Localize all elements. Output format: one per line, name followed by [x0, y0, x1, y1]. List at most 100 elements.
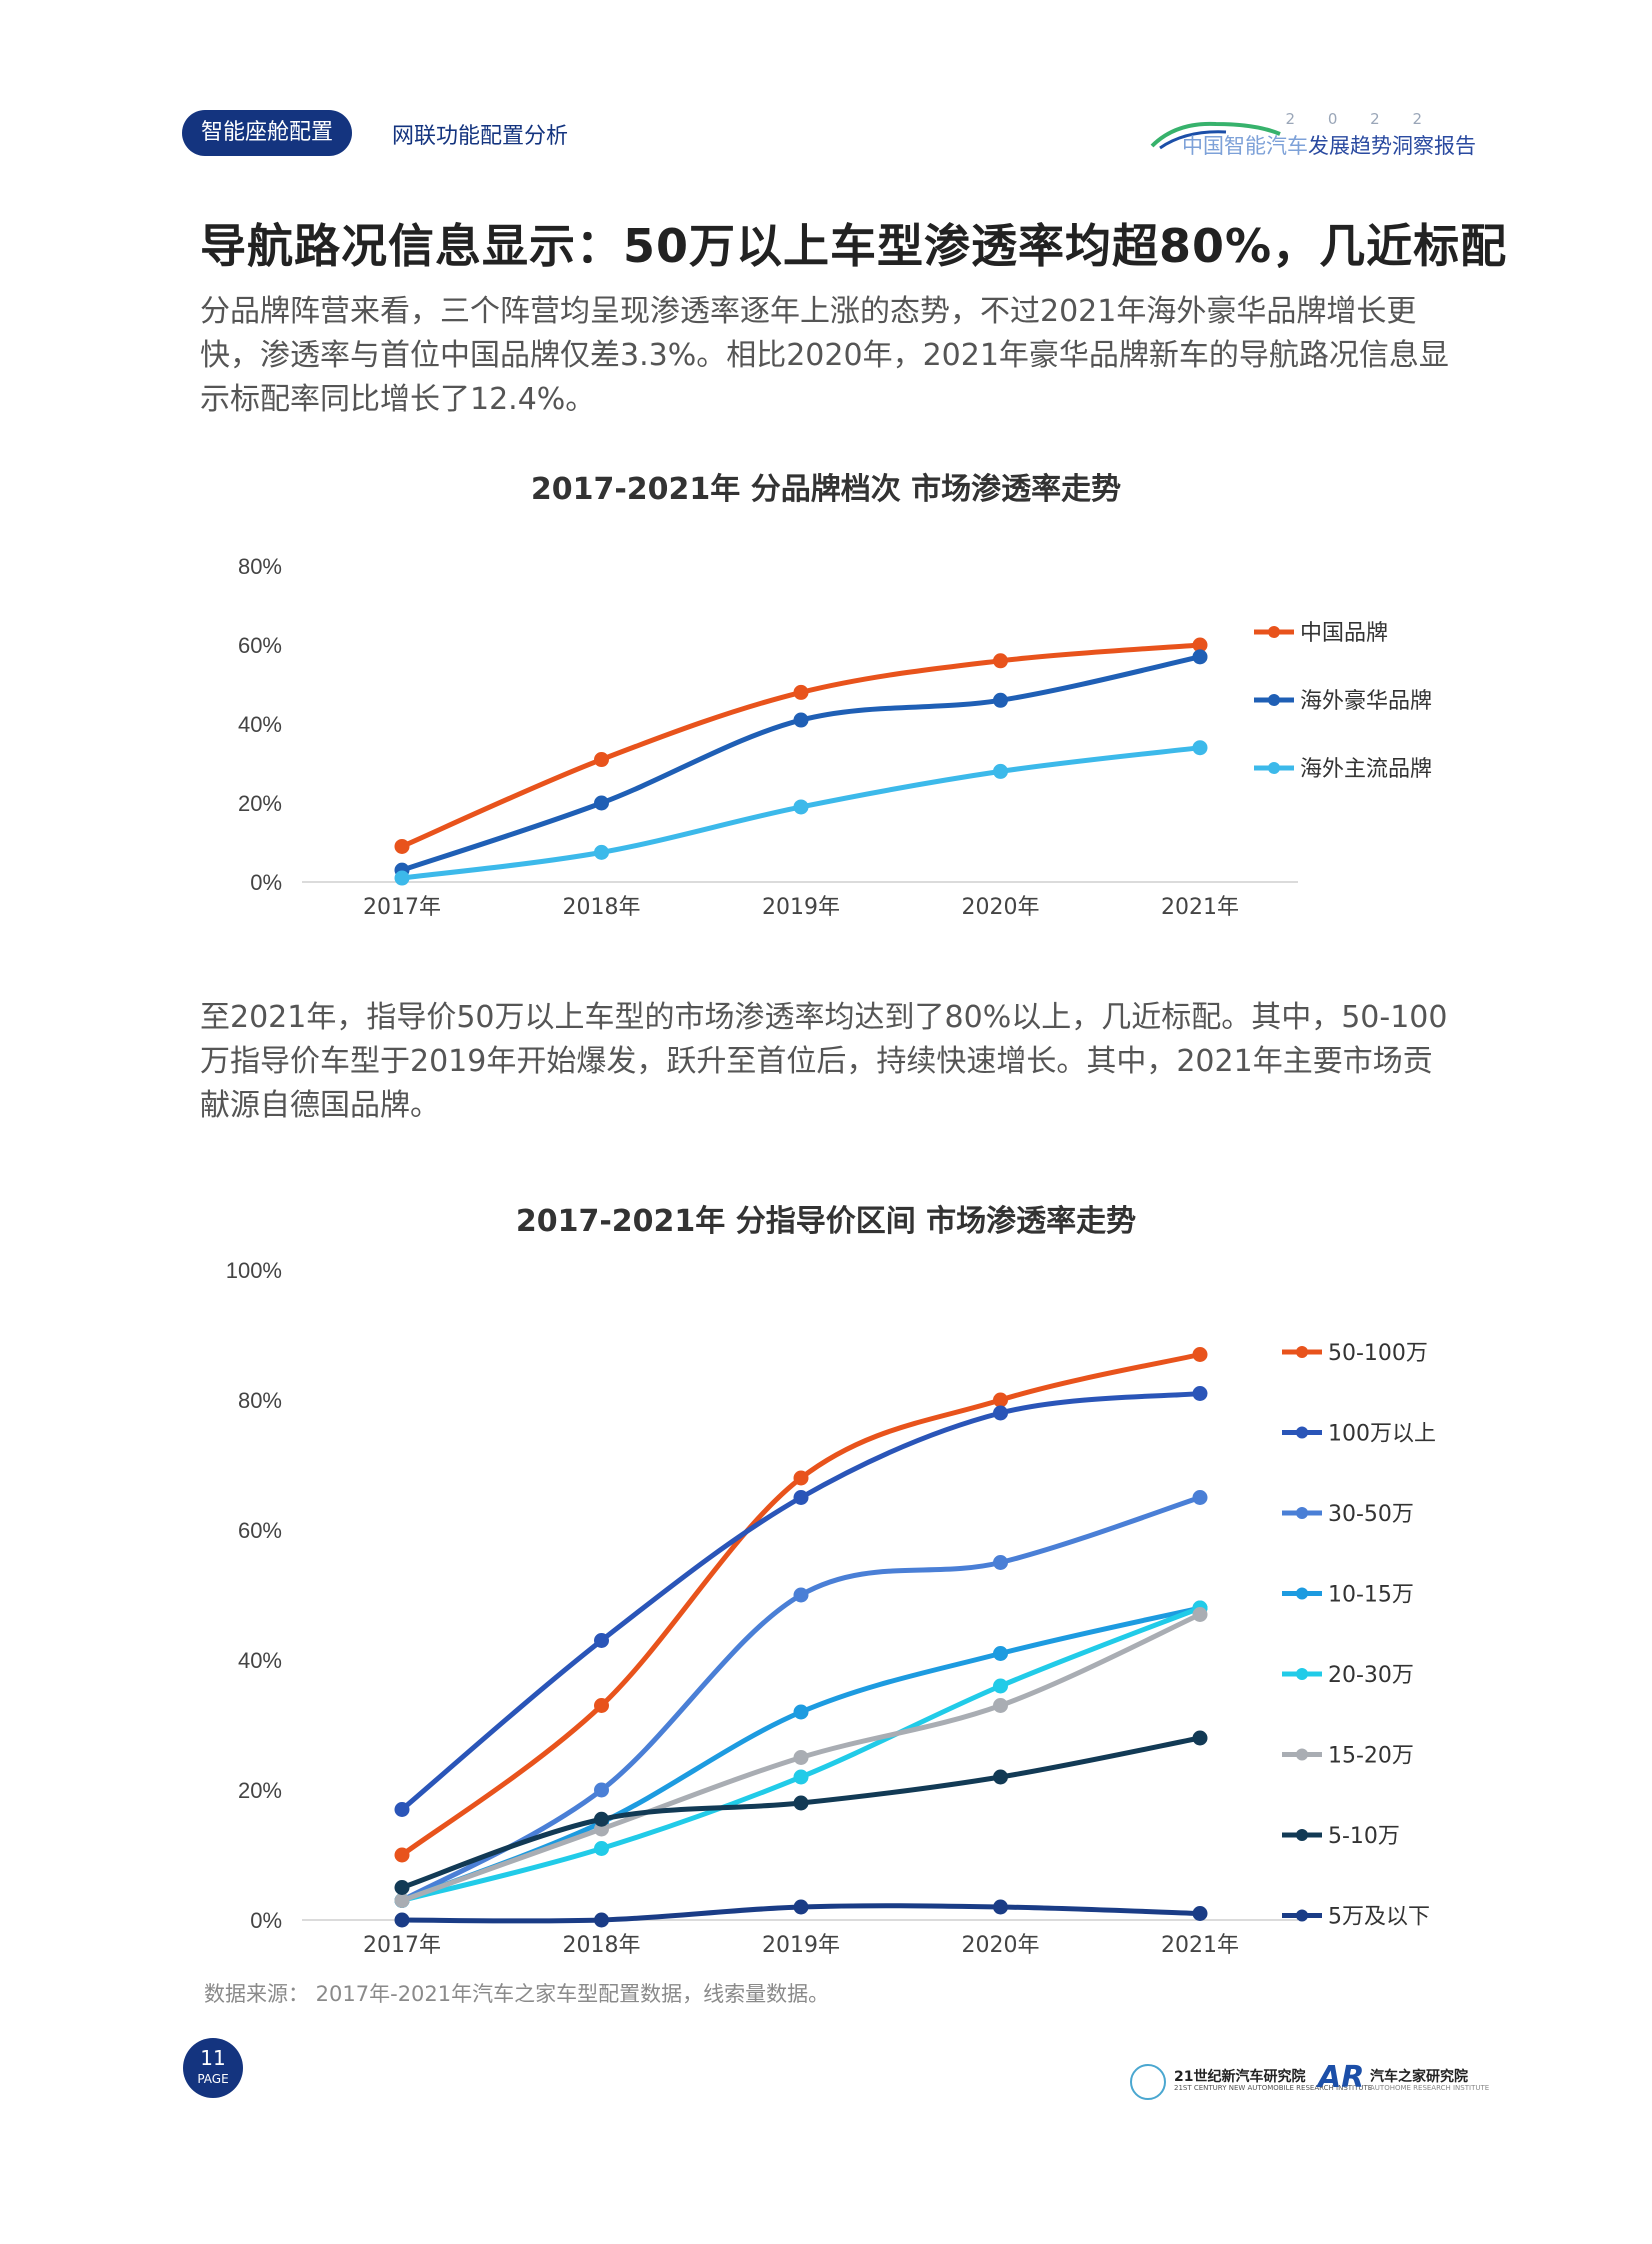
legend-marker	[1296, 1426, 1308, 1439]
chart-1-x-tick: 2017年	[363, 895, 441, 920]
legend-label: 30-50万	[1328, 1502, 1414, 1527]
data-point	[993, 1899, 1008, 1915]
chart-1-y-tick: 0%	[250, 870, 282, 895]
institute-circle-icon	[1130, 2064, 1166, 2100]
chart-2-x-tick: 2017年	[363, 1933, 441, 1958]
paragraph-2: 至2021年，指导价50万以上车型的市场渗透率均达到了80%以上，几近标配。其中…	[200, 1000, 1448, 1123]
data-point	[1192, 1347, 1208, 1362]
data-point	[993, 692, 1008, 708]
chart-1-x-tick: 2018年	[563, 895, 641, 920]
legend-label: 海外主流品牌	[1300, 757, 1432, 782]
data-point	[394, 1880, 410, 1895]
footer-logo-2: 汽车之家研究院	[1370, 2069, 1468, 2085]
data-point	[993, 653, 1008, 669]
legend-label: 100万以上	[1328, 1422, 1436, 1447]
legend-label: 20-30万	[1328, 1663, 1414, 1688]
data-point	[594, 844, 609, 860]
data-point	[1192, 1607, 1208, 1622]
brand-name-light: 中国智能汽车	[1182, 134, 1308, 158]
legend-marker	[1296, 1829, 1308, 1841]
data-point	[1192, 649, 1208, 665]
data-point	[394, 870, 410, 886]
chart-1-y-tick: 20%	[238, 791, 282, 816]
series-line	[399, 1352, 1203, 1858]
chart-2-x-tick: 2021年	[1161, 1933, 1239, 1958]
chart-2-x-tick: 2019年	[762, 1933, 840, 1958]
data-point	[1192, 1386, 1208, 1401]
data-point	[394, 838, 410, 854]
footer-logos: 21世纪新汽车研究院 21ST CENTURY NEW AUTOMOBILE R…	[1130, 2060, 1489, 2106]
page-number: 11	[200, 2046, 226, 2070]
chart-2-y-tick: 100%	[226, 1258, 282, 1283]
footer-logo-1-sub: 21ST CENTURY NEW AUTOMOBILE RESEARCH INS…	[1174, 2084, 1373, 2092]
chart-1-x-tick: 2019年	[762, 895, 840, 920]
chart-1-y-tick: 40%	[238, 712, 282, 737]
series-line	[399, 1495, 1203, 1903]
data-point	[594, 1841, 609, 1856]
chart-1: 0% 20% 40% 60% 80% 2017年 2018年 2019年 2020年 2021年 中…	[238, 554, 1432, 920]
chart-2-y-tick: 40%	[238, 1648, 282, 1673]
data-point	[993, 1405, 1008, 1421]
data-point	[793, 1899, 809, 1915]
data-point	[594, 752, 609, 768]
legend-marker	[1296, 1909, 1308, 1922]
data-point	[1192, 1906, 1208, 1921]
data-point	[394, 1912, 410, 1928]
series-line	[399, 642, 1203, 849]
legend-marker	[1268, 694, 1280, 706]
data-point	[394, 1802, 410, 1817]
chart-2-x-tick: 2018年	[563, 1933, 641, 1958]
paragraph-1: 分品牌阵营来看，三个阵营均呈现渗透率逐年上涨的态势，不过2021年海外豪华品牌增…	[200, 294, 1449, 417]
data-source-note: 数据来源： 2017年-2021年汽车之家车型配置数据，线索量数据。	[204, 1982, 830, 2006]
brand-logo: 2 0 2 2 中国智能汽车发展趋势洞察报告	[1146, 106, 1476, 166]
chart-1-y-tick: 80%	[238, 554, 282, 579]
brand-year: 2 0 2 2	[1285, 110, 1436, 128]
data-point	[993, 1769, 1008, 1785]
chart-1-y-tick: 60%	[238, 633, 282, 658]
legend-label: 5-10万	[1328, 1824, 1400, 1849]
legend-marker	[1268, 762, 1280, 774]
brand-name-dark: 发展趋势洞察报告	[1308, 134, 1476, 158]
data-point	[993, 1555, 1008, 1570]
legend-label: 中国品牌	[1300, 621, 1388, 646]
chart-2-x-tick: 2020年	[962, 1933, 1040, 1958]
chart-2-y-tick: 60%	[238, 1518, 282, 1543]
data-point	[1192, 1490, 1208, 1505]
data-point	[993, 1678, 1008, 1694]
data-point	[993, 1646, 1008, 1661]
data-point	[793, 1750, 809, 1765]
legend-label: 5万及以下	[1328, 1905, 1430, 1930]
data-point	[793, 1470, 809, 1486]
footer-logo-2-mark: AR	[1318, 2060, 1365, 2095]
data-point	[594, 1633, 609, 1648]
data-point	[1192, 637, 1208, 653]
data-point	[594, 1782, 609, 1798]
chart-2-y-tick: 80%	[238, 1388, 282, 1413]
footer-logo-1: 21世纪新汽车研究院	[1174, 2069, 1306, 2085]
chart-2-title: 2017-2021年 分指导价区间 市场渗透率走势	[515, 1204, 1137, 1239]
legend-marker	[1296, 1346, 1308, 1358]
data-point	[993, 1698, 1008, 1713]
data-point	[793, 1769, 809, 1785]
data-point	[793, 1704, 809, 1720]
chart-1-title: 2017-2021年 分品牌档次 市场渗透率走势	[530, 472, 1122, 507]
page-number-badge: 11 PAGE	[183, 2038, 243, 2098]
data-point	[793, 684, 809, 700]
legend-marker	[1296, 1748, 1308, 1761]
data-point	[793, 799, 809, 815]
chart-2-y-tick: 0%	[250, 1908, 282, 1933]
data-point	[793, 1587, 809, 1603]
data-point	[594, 795, 609, 811]
page-title: 导航路况信息显示：50万以上车型渗透率均超80%，几近标配	[200, 219, 1508, 273]
section-pill: 智能座舱配置	[182, 110, 352, 156]
legend-marker	[1296, 1507, 1308, 1519]
legend-marker	[1268, 626, 1280, 638]
brand-name: 中国智能汽车发展趋势洞察报告	[1182, 130, 1476, 160]
legend-marker	[1296, 1587, 1308, 1600]
data-point	[394, 1893, 410, 1908]
page-label: PAGE	[197, 2072, 229, 2086]
chart-2: 0% 20% 40% 60% 80% 100% 2017年 2018年 2019年 2020年 20…	[226, 1258, 1436, 1958]
legend-label: 海外豪华品牌	[1300, 689, 1432, 714]
data-point	[1192, 740, 1208, 756]
data-point	[394, 1847, 410, 1863]
